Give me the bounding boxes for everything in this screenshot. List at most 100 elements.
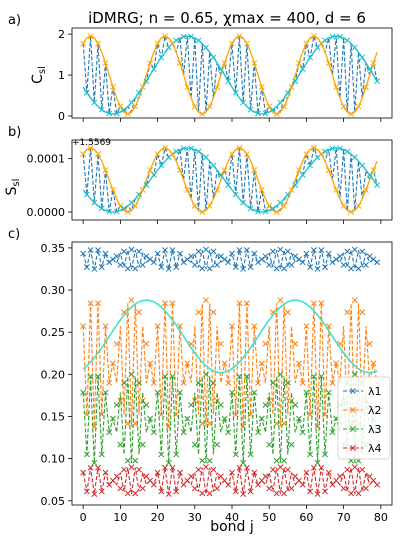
point-λ3: [281, 457, 288, 464]
envelope-orange-point: [296, 60, 302, 66]
point-λ1: [362, 262, 369, 268]
point-λ4: [266, 485, 273, 492]
point-λ2: [251, 323, 258, 330]
point-λ2: [80, 323, 87, 330]
envelope-orange-point: [102, 167, 109, 174]
point-λ4: [288, 485, 295, 492]
point-λ1: [83, 264, 90, 271]
point-λ2: [262, 340, 269, 347]
point-λ4: [91, 491, 98, 497]
point-λ4: [229, 469, 235, 476]
point-λ1: [247, 264, 254, 271]
y-tick-label: 0: [58, 110, 65, 123]
point-λ1: [284, 248, 291, 255]
envelope-teal-point: [284, 89, 291, 96]
envelope-teal-point: [329, 145, 336, 152]
point-λ3: [143, 401, 150, 408]
panel-b-label: b): [8, 125, 21, 140]
point-λ3: [169, 373, 176, 380]
point-λ1: [87, 247, 94, 254]
point-λ2: [147, 360, 154, 367]
point-λ1: [136, 248, 142, 255]
point-λ1: [80, 250, 87, 257]
envelope-orange-point: [318, 151, 325, 158]
point-λ1: [344, 248, 351, 255]
envelope-teal-point: [158, 162, 165, 169]
point-λ1: [251, 250, 258, 257]
point-λ4: [80, 469, 87, 476]
point-λ2: [169, 300, 176, 307]
envelope-orange-point: [303, 40, 310, 47]
point-λ1: [169, 247, 176, 254]
envelope-orange-point: [124, 209, 131, 215]
envelope-teal-point: [83, 89, 90, 96]
envelope-orange-point: [154, 40, 161, 47]
envelope-orange-point: [296, 167, 302, 174]
panel-2: 0.0000 0.0001: [27, 139, 393, 224]
point-λ4: [262, 473, 269, 480]
point-λ4: [348, 490, 355, 497]
point-λ3: [351, 371, 358, 378]
point-λ3: [195, 379, 202, 386]
envelope-teal-point: [188, 33, 195, 40]
envelope-orange-point: [87, 33, 94, 40]
envelope-teal-point: [202, 154, 209, 161]
point-λ2: [202, 297, 209, 304]
envelope-teal-point: [113, 208, 120, 215]
point-λ1: [147, 256, 154, 263]
point-λ4: [83, 488, 90, 495]
point-λ1: [366, 253, 373, 260]
envelope-orange-point: [355, 202, 362, 209]
point-λ1: [91, 266, 98, 272]
envelope-orange-point: [184, 84, 191, 91]
envelope-orange-point: [80, 40, 87, 47]
point-λ3: [269, 379, 276, 386]
panel-3: 0.05 0.10 0.15 0.20 0.25 0.30 0.35 0 10 20 30 40 50 6…: [41, 241, 393, 524]
point-λ4: [359, 466, 366, 473]
envelope-teal-point: [232, 191, 239, 198]
y-tick-label: 2: [58, 28, 65, 41]
envelope-orange-point: [124, 110, 131, 117]
point-λ3: [83, 451, 90, 458]
envelope-teal-point: [351, 154, 358, 161]
envelope-orange-point: [162, 145, 168, 151]
point-λ3: [243, 373, 250, 380]
point-λ1: [351, 246, 358, 253]
y-tick-label: 1: [58, 69, 65, 82]
point-λ1: [173, 264, 180, 271]
y-tick-label: 0.10: [41, 453, 66, 466]
point-λ4: [195, 466, 202, 473]
point-λ1: [195, 248, 202, 255]
envelope-orange-point: [370, 60, 377, 66]
envelope-orange-point: [325, 60, 332, 66]
y-tick-label: 0.0000: [27, 206, 66, 219]
point-λ1: [180, 259, 187, 266]
point-λ1: [232, 264, 239, 271]
panel-3-frame: [71, 241, 393, 506]
envelope-orange-point: [176, 167, 183, 174]
series-line-ssl: [82, 146, 378, 214]
point-λ2: [344, 309, 351, 316]
point-λ3: [236, 373, 243, 380]
envelope-teal-point: [188, 145, 195, 152]
legend-marker-λ1: [350, 388, 356, 394]
point-λ1: [262, 253, 269, 260]
point-λ2: [210, 309, 217, 316]
envelope-teal-point: [240, 199, 247, 206]
point-λ3: [158, 451, 165, 458]
point-λ1: [210, 248, 217, 255]
panel-1: 0 1 2: [58, 27, 393, 123]
point-λ3: [132, 457, 139, 464]
point-λ3: [106, 429, 113, 436]
point-λ4: [299, 481, 306, 488]
point-λ3: [288, 441, 295, 448]
point-λ4: [87, 464, 94, 471]
point-λ2: [109, 360, 116, 367]
point-λ3: [325, 389, 332, 396]
point-λ3: [262, 401, 269, 408]
panel-a-ylabel: Csl: [30, 66, 48, 84]
point-λ2: [370, 360, 377, 367]
point-λ2: [255, 379, 262, 386]
point-λ4: [150, 481, 157, 488]
y-tick-label: 0.15: [41, 410, 66, 423]
